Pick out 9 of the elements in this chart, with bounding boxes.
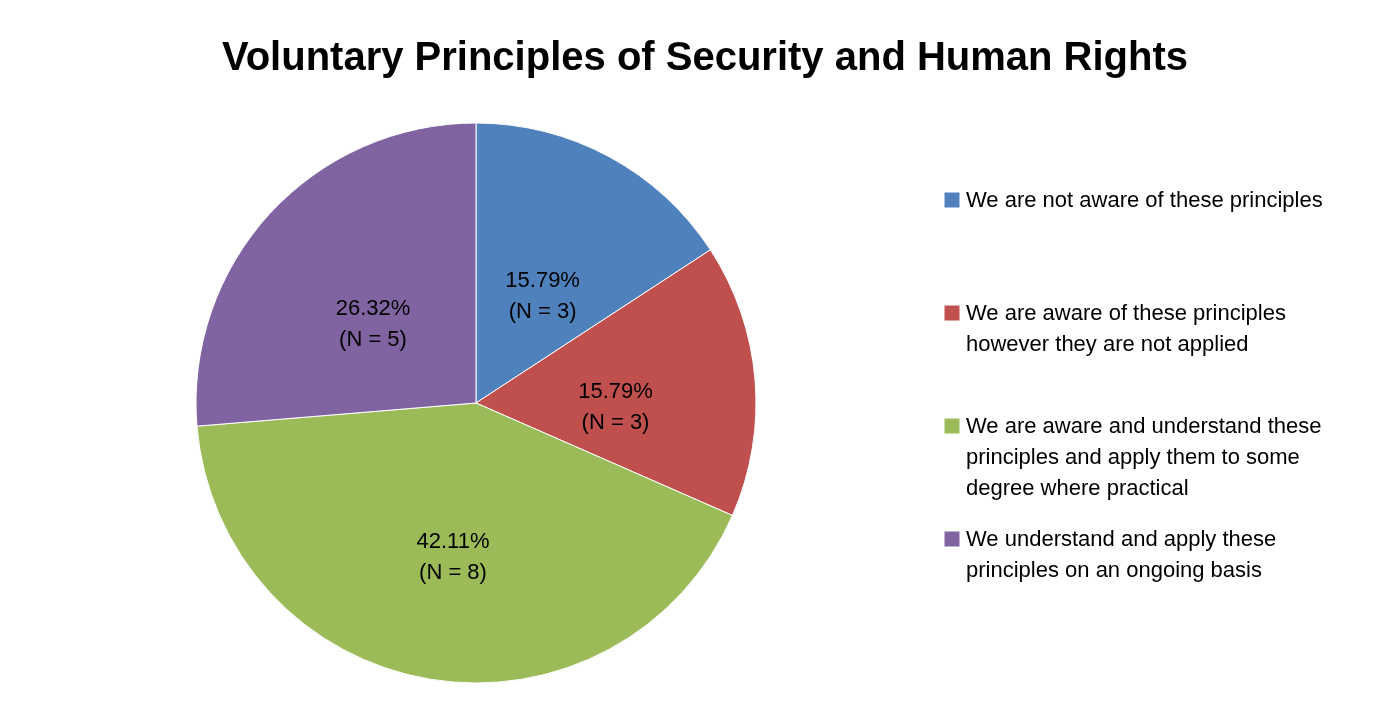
legend-label: We are not aware of these principles: [966, 187, 1323, 212]
chart-title: Voluntary Principles of Security and Human Rights: [221, 34, 1189, 78]
legend-label: We are aware and understand these principles and apply them to some degree where practical: [966, 413, 1322, 500]
data-label: 15.79% (N = 3): [505, 266, 580, 323]
data-label: 15.79% (N = 3): [578, 378, 653, 435]
data-label: 26.32% (N = 5): [335, 295, 411, 352]
data-label: 42.11% (N = 8): [416, 528, 490, 585]
legend-label: We understand and apply these principles on an ongoing basis: [966, 526, 1277, 582]
legend-label: We are aware of these principles however they are not applied: [966, 300, 1286, 356]
